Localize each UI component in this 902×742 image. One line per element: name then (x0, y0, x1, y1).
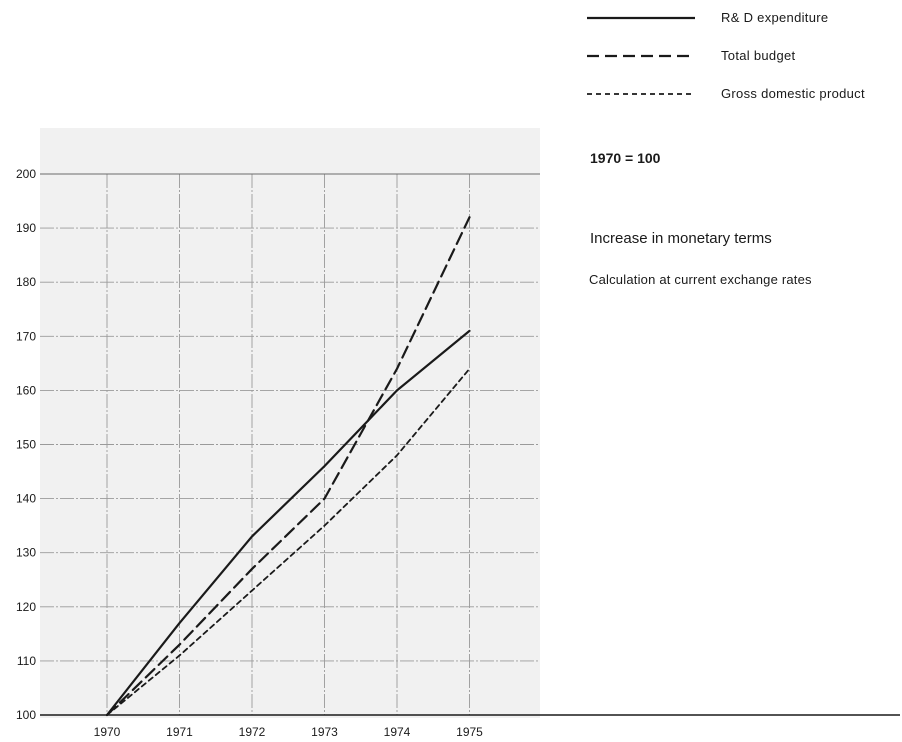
y-tick-label: 110 (17, 654, 36, 668)
series-line-solid (105, 329, 471, 717)
y-tick-label: 180 (16, 275, 36, 289)
x-tick-label: 1971 (166, 725, 193, 739)
series-line-long-dash (105, 216, 471, 717)
legend-swatch-short-dash (587, 93, 695, 95)
legend-label: R& D expenditure (721, 10, 829, 25)
grid-layer (40, 173, 540, 715)
exchange-rate-note: Calculation at current exchange rates (589, 272, 812, 287)
series-line-short-dash (106, 367, 471, 716)
legend-swatch-long-dash (587, 54, 695, 58)
index-base-note: 1970 = 100 (590, 150, 661, 166)
y-tick-label: 150 (16, 438, 36, 452)
chart-subtitle: Increase in monetary terms (590, 230, 772, 247)
x-tick-label: 1972 (239, 725, 266, 739)
legend-item-rd-expenditure: R& D expenditure (585, 8, 902, 46)
x-tick-label: 1974 (384, 725, 411, 739)
y-tick-label: 140 (16, 492, 36, 506)
legend: R& D expenditure Total budget Gross dome… (585, 8, 902, 122)
legend-label: Total budget (721, 48, 796, 63)
legend-label: Gross domestic product (721, 86, 865, 101)
x-tick-label: 1975 (456, 725, 483, 739)
legend-item-total-budget: Total budget (585, 46, 902, 84)
plot-background (40, 128, 540, 718)
legend-swatch-solid (587, 16, 695, 20)
y-tick-label: 100 (16, 708, 36, 722)
y-tick-label: 130 (16, 546, 36, 560)
axis-layer: 200 190 180 170 160 150 140 130 120 110 100 1970 197… (16, 167, 900, 739)
legend-item-gdp: Gross domestic product (585, 84, 902, 122)
y-tick-label: 120 (16, 600, 36, 614)
y-tick-label: 200 (16, 167, 36, 181)
x-tick-label: 1970 (94, 725, 121, 739)
y-tick-label: 190 (16, 221, 36, 235)
y-tick-label: 170 (16, 329, 36, 343)
y-tick-label: 160 (16, 383, 36, 397)
series-layer (105, 216, 471, 717)
x-tick-label: 1973 (311, 725, 338, 739)
